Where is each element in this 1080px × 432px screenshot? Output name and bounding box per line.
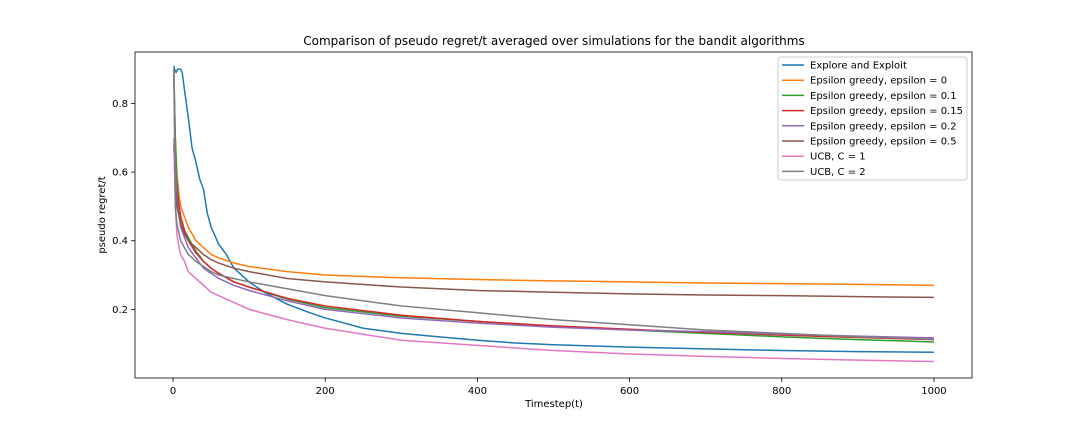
series-line-5: [173, 144, 934, 299]
x-tick-label: 800: [772, 386, 791, 397]
x-tick-label: 1000: [921, 386, 946, 397]
series-line-7: [173, 69, 934, 340]
legend-entry-label: Explore and Exploit: [810, 61, 907, 72]
x-tick-label: 200: [316, 386, 335, 397]
x-axis-label: Timestep(t): [524, 399, 583, 410]
x-axis-ticks: 0 200 400 600 800 1000: [170, 378, 947, 397]
chart-title: Comparison of pseudo regret/t averaged o…: [303, 34, 804, 48]
legend-entry-label: Epsilon greedy, epsilon = 0.1: [810, 91, 957, 102]
y-tick-label: 0.6: [112, 168, 128, 179]
y-axis-label: pseudo regret/t: [97, 176, 108, 253]
legend-entry-label: UCB, C = 2: [810, 167, 866, 178]
y-axis-ticks: 0.2 0.4 0.6 0.8: [112, 99, 135, 316]
legend-entry-label: Epsilon greedy, epsilon = 0.5: [810, 137, 957, 148]
x-tick-label: 600: [620, 386, 639, 397]
series-lines: [173, 65, 934, 363]
legend-box: [777, 56, 968, 181]
legend-entry-label: UCB, C = 1: [810, 152, 866, 163]
series-line-1: [173, 69, 934, 287]
legend-entry-label: Epsilon greedy, epsilon = 0: [810, 76, 947, 87]
y-tick-label: 0.4: [112, 236, 128, 247]
x-tick-label: 0: [170, 386, 176, 397]
x-tick-label: 400: [468, 386, 487, 397]
series-line-6: [173, 137, 934, 363]
legend-entry-label: Epsilon greedy, epsilon = 0.15: [810, 106, 963, 117]
legend: Explore and Exploit Epsilon greedy, epsil…: [777, 56, 968, 181]
y-tick-label: 0.2: [112, 305, 128, 316]
legend-entry-label: Epsilon greedy, epsilon = 0.2: [810, 121, 957, 132]
y-tick-label: 0.8: [112, 99, 128, 110]
